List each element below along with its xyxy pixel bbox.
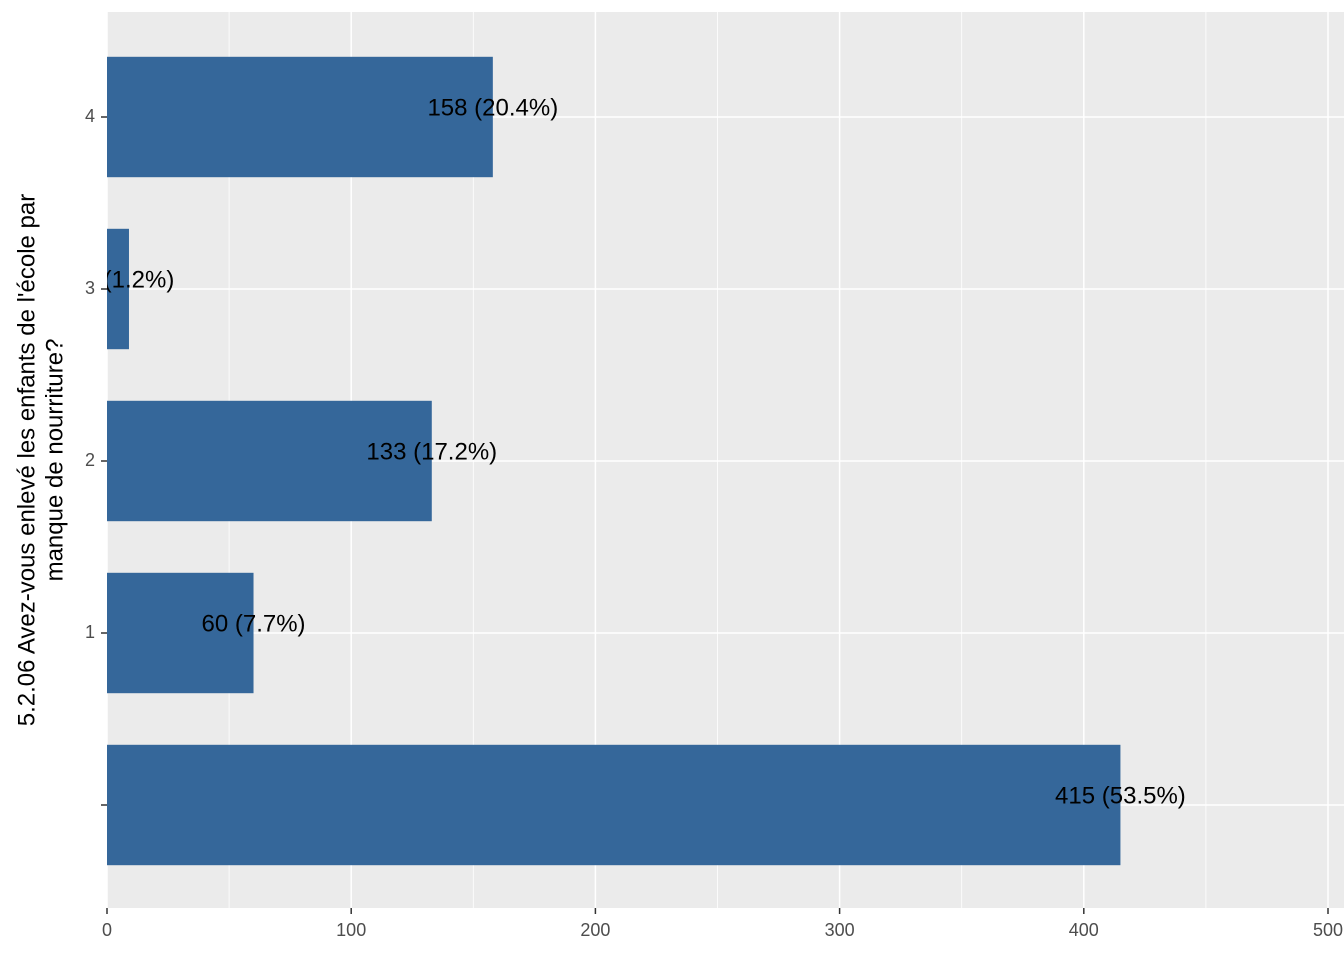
- value-labels: 415 (53.5%) 60 (7.7%) 133 (17.2%) 9 (1.2%) 1…: [84, 94, 1186, 809]
- x-tick-label: 400: [1069, 920, 1099, 940]
- marks: [107, 56, 1121, 866]
- value-label: 60 (7.7%): [201, 610, 305, 637]
- value-label: 158 (20.4%): [427, 94, 558, 121]
- bar: [107, 56, 493, 178]
- x-tick-label: 200: [580, 920, 610, 940]
- x-tick-label: 500: [1313, 920, 1343, 940]
- x-tick-label: 300: [825, 920, 855, 940]
- value-label: 9 (1.2%): [84, 266, 175, 293]
- x-tick-label: 100: [336, 920, 366, 940]
- bar: [107, 228, 129, 350]
- bar: [107, 400, 432, 522]
- x-tick-label: 0: [102, 920, 112, 940]
- bar: [107, 572, 254, 694]
- y-axis-title: 5.2.06 Avez-vous enlevé les enfants de l…: [13, 194, 68, 727]
- y-tick-label: 4: [85, 106, 95, 126]
- axes: 0 100 200 300 400 500 1 2 3 4: [85, 106, 1343, 940]
- bar: [107, 744, 1121, 866]
- value-label: 133 (17.2%): [366, 438, 497, 465]
- y-axis-title-line: 5.2.06 Avez-vous enlevé les enfants de l…: [13, 194, 40, 727]
- value-label: 415 (53.5%): [1055, 782, 1186, 809]
- y-tick-label: 3: [85, 278, 95, 298]
- y-tick-label: 1: [85, 622, 95, 642]
- y-axis-title-line: manque de nourriture?: [41, 339, 68, 582]
- y-tick-label: 2: [85, 450, 95, 470]
